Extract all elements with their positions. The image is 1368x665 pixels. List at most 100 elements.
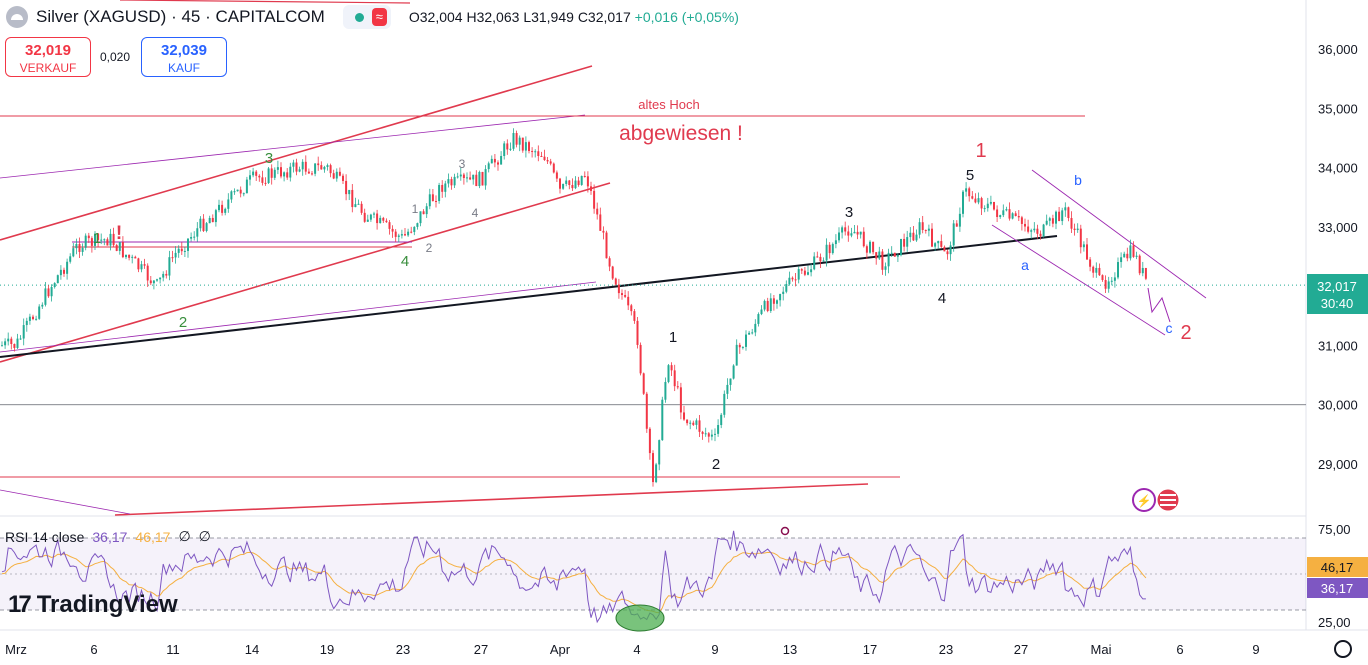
chart-header: Silver (XAGUSD) · 45 · CAPITALCOM ≈ O32,… (0, 0, 739, 34)
candle-body (444, 183, 447, 192)
candle-body (524, 142, 527, 151)
candle-body (490, 158, 493, 164)
wave-red-2: 2 (1180, 322, 1191, 344)
candle-body (441, 184, 444, 192)
candle-body (686, 419, 689, 424)
candle-body (35, 318, 38, 320)
candle-body (754, 323, 757, 333)
candle-body (493, 158, 496, 163)
candle-body (289, 166, 292, 178)
candle-body (862, 231, 865, 247)
candle-body (416, 223, 419, 227)
candle-body (974, 198, 977, 203)
symbol-title[interactable]: Silver (XAGUSD) · 45 · CAPITALCOM (36, 7, 325, 26)
lightning-event-icon (1132, 488, 1156, 512)
settings-gear-icon[interactable] (1334, 640, 1352, 658)
candle-body (10, 338, 13, 345)
candle-body (193, 236, 196, 238)
candle-body (720, 414, 723, 426)
wave-green-4: 4 (401, 253, 409, 270)
candle-body (751, 332, 754, 334)
close-value: C32,017 (577, 9, 631, 25)
candle-body (1082, 244, 1085, 248)
rsi-label: RSI 14 close (5, 528, 85, 545)
candle-body (1129, 245, 1132, 259)
candle-body (4, 341, 7, 346)
candle-body (503, 143, 506, 157)
candle-body (208, 217, 211, 224)
candle-body (478, 171, 481, 187)
candle-body (918, 222, 921, 235)
candle-body (143, 264, 146, 266)
candle-body (785, 284, 788, 292)
candle-body (605, 232, 608, 259)
candle-body (763, 300, 766, 310)
time-tick-label: 9 (711, 642, 718, 657)
candle-body (949, 245, 952, 255)
time-tick-label: 19 (320, 642, 334, 657)
candle-body (100, 239, 103, 241)
wave-grey-1: 1 (412, 202, 419, 216)
rsi-tag (1307, 578, 1368, 598)
market-open-dot-icon (354, 12, 364, 22)
candle-body (782, 291, 785, 295)
candle-body (255, 171, 258, 176)
candle-body (794, 279, 797, 281)
candle-body (993, 201, 995, 210)
candle-body (103, 239, 106, 241)
rsi-legend[interactable]: RSI 14 close 36,17 46,17 ∅ ∅ (5, 528, 211, 545)
candle-body (112, 233, 115, 246)
candle-body (624, 295, 627, 297)
wave-icon: ≈ (371, 8, 387, 26)
candle-body (38, 306, 41, 319)
altes-hoch-label: altes Hoch (638, 97, 699, 112)
candle-body (342, 175, 344, 181)
candle-body (87, 235, 90, 239)
candle-body (435, 201, 437, 203)
candle-body (19, 338, 22, 340)
rsi-ma-tag (1307, 557, 1368, 577)
candle-body (968, 188, 971, 197)
candle-body (1110, 280, 1113, 282)
candle-body (884, 266, 887, 270)
candle-body (1020, 217, 1023, 224)
candle-body (757, 314, 760, 324)
candle-body (475, 174, 478, 187)
candle-body (180, 248, 183, 252)
rsi-line (1, 530, 1146, 624)
candle-body (869, 241, 871, 253)
candle-body (903, 238, 906, 247)
tradingview-logo-text: TradingView (36, 591, 178, 618)
tradingview-logo[interactable]: 17 TradingView (8, 591, 178, 619)
candle-body (345, 180, 348, 195)
candle-body (140, 264, 143, 270)
candle-body (831, 244, 834, 254)
candle-body (602, 230, 605, 233)
time-tick-label: 23 (939, 642, 953, 657)
sell-button[interactable]: 32,019 VERKAUF (5, 37, 91, 77)
candle-body (568, 180, 571, 186)
candle-body (769, 298, 772, 311)
candle-body (1039, 233, 1042, 237)
candle-body (152, 280, 155, 284)
candle-body (962, 191, 964, 214)
candle-body (515, 133, 518, 145)
candle-body (1008, 209, 1011, 219)
candle-body (190, 237, 193, 239)
candle-body (509, 148, 512, 150)
spread-value: 0,020 (100, 50, 131, 64)
candle-body (1005, 209, 1008, 211)
candle-body (1055, 211, 1057, 224)
candle-body (1086, 244, 1088, 260)
candle-body (1002, 210, 1005, 216)
candle-body (174, 252, 177, 258)
candle-body (171, 257, 174, 259)
market-status-pill[interactable]: ≈ (342, 5, 391, 29)
buy-button[interactable]: 32,039 KAUF (141, 37, 227, 77)
candle-body (791, 277, 794, 280)
candle-body (559, 178, 561, 189)
candle-body (388, 222, 391, 229)
candle-body (56, 275, 59, 284)
candles (1, 128, 1147, 487)
